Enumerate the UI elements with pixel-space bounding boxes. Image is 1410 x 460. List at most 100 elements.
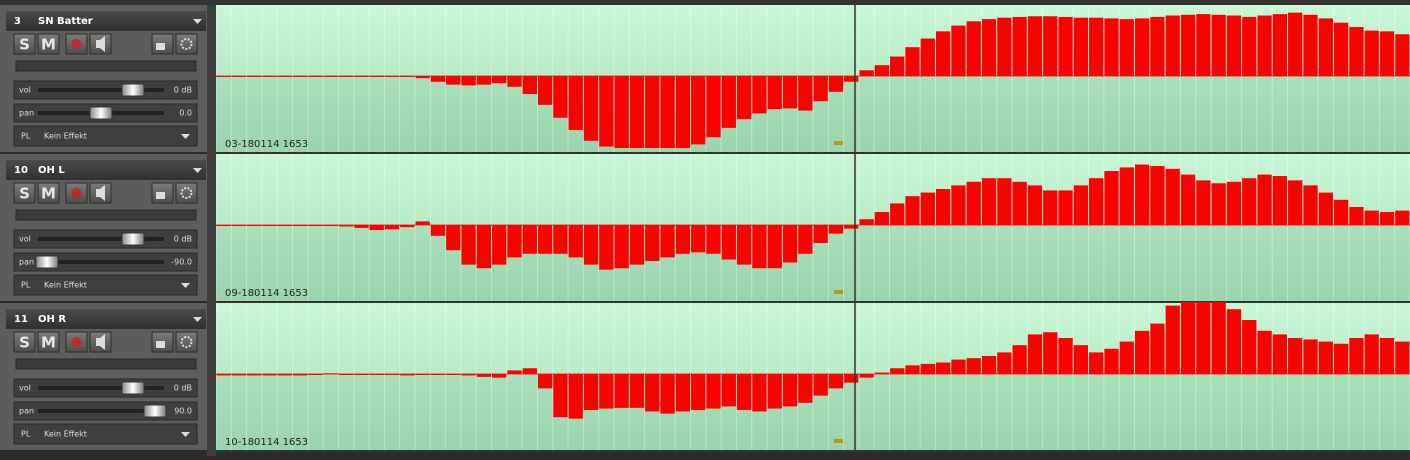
freeze-button[interactable] bbox=[175, 33, 198, 55]
mute-button[interactable] bbox=[37, 33, 60, 55]
waveform-bar bbox=[568, 76, 583, 130]
pan-slider[interactable] bbox=[143, 404, 167, 418]
waveform-bar bbox=[1333, 199, 1349, 225]
waveform-bar bbox=[997, 352, 1012, 374]
waveform-bar bbox=[966, 181, 981, 225]
lane-border bbox=[216, 450, 1410, 452]
lock-icon bbox=[156, 43, 165, 50]
waveform-bar bbox=[507, 225, 522, 258]
solo-button[interactable] bbox=[13, 33, 36, 55]
vol-slider[interactable] bbox=[121, 83, 145, 97]
waveform-bar bbox=[1364, 334, 1379, 374]
waveform-bar bbox=[400, 76, 415, 77]
effect-select[interactable]: Kein Effekt bbox=[44, 132, 87, 141]
waveform-bar bbox=[614, 374, 629, 408]
waveform-bar bbox=[599, 225, 614, 270]
waveform-bar bbox=[920, 363, 935, 374]
waveform-bar bbox=[1272, 334, 1288, 374]
waveform-bar bbox=[1257, 330, 1272, 374]
waveform-bar bbox=[1349, 27, 1364, 76]
waveform-bar bbox=[522, 368, 537, 374]
waveform-bar bbox=[1364, 30, 1379, 76]
vol-slider[interactable] bbox=[121, 232, 145, 246]
mute-button[interactable] bbox=[37, 182, 60, 204]
pan-slider[interactable] bbox=[35, 255, 59, 269]
waveform-bar bbox=[905, 196, 920, 225]
waveform-bar bbox=[782, 76, 798, 109]
effect-select[interactable]: Kein Effekt bbox=[44, 430, 87, 439]
record-dot bbox=[71, 337, 82, 347]
waveform-bar bbox=[813, 225, 828, 243]
waveform-bar bbox=[1134, 164, 1150, 225]
vol-track bbox=[38, 88, 164, 92]
clip-handle bbox=[834, 290, 843, 294]
freeze-button[interactable] bbox=[175, 182, 198, 204]
waveform-bar bbox=[1196, 14, 1211, 76]
waveform-bar bbox=[1272, 14, 1288, 76]
waveform-bar bbox=[675, 225, 691, 254]
freeze-icon bbox=[180, 336, 193, 348]
waveform-bar bbox=[1104, 18, 1119, 76]
waveform-bar bbox=[767, 225, 782, 269]
waveform-bar bbox=[583, 374, 599, 410]
waveform-bar bbox=[1058, 190, 1073, 225]
lane-bottom bbox=[216, 225, 1410, 301]
solo-button-label: S bbox=[19, 36, 30, 54]
waveform-bar bbox=[675, 76, 691, 148]
waveform-bar bbox=[369, 374, 384, 375]
waveform-bar bbox=[859, 219, 874, 225]
lane-bottom bbox=[216, 76, 1410, 152]
waveform-bar bbox=[997, 17, 1012, 76]
waveform-bar bbox=[461, 225, 476, 265]
effect-select[interactable]: Kein Effekt bbox=[44, 281, 87, 290]
vol-value: 0 dB bbox=[174, 235, 192, 244]
waveform-bar bbox=[721, 225, 736, 260]
waveform-bar bbox=[935, 189, 951, 225]
waveform-bar bbox=[721, 76, 736, 128]
clip-label: 09-180114 1653 bbox=[225, 288, 308, 299]
waveform-bar bbox=[798, 374, 813, 403]
freeze-button[interactable] bbox=[175, 331, 198, 353]
waveform-bar bbox=[415, 374, 430, 375]
waveform-bar bbox=[981, 19, 997, 76]
waveform-bar bbox=[736, 374, 752, 410]
waveform-bar bbox=[568, 225, 583, 258]
solo-button-label: S bbox=[19, 185, 30, 203]
waveform-bar bbox=[1058, 16, 1073, 76]
waveform-bar bbox=[752, 225, 767, 269]
solo-button[interactable] bbox=[13, 331, 36, 353]
solo-button[interactable] bbox=[13, 182, 36, 204]
waveform-bar bbox=[1257, 15, 1272, 76]
waveform-bar bbox=[1211, 14, 1226, 77]
waveform-bar bbox=[430, 76, 446, 82]
waveform-bar bbox=[1333, 343, 1349, 374]
vol-value: 0 dB bbox=[174, 384, 192, 393]
waveform-bar bbox=[1150, 323, 1165, 374]
waveform-bar bbox=[874, 372, 890, 374]
waveform-bar bbox=[1104, 171, 1119, 225]
waveform-bar bbox=[1379, 212, 1395, 225]
waveform-bar bbox=[1119, 167, 1134, 225]
waveform-bar bbox=[798, 225, 813, 254]
waveform-bar bbox=[1242, 320, 1257, 374]
waveform-bar bbox=[1165, 15, 1180, 76]
mute-button[interactable] bbox=[37, 331, 60, 353]
waveform-bar bbox=[262, 76, 277, 77]
track-menu-arrow bbox=[193, 168, 202, 173]
waveform-bar bbox=[476, 76, 492, 85]
waveform-bar bbox=[1012, 345, 1027, 374]
pan-track bbox=[38, 409, 164, 413]
waveform-bar bbox=[1196, 302, 1211, 374]
waveform-bar bbox=[231, 374, 247, 376]
waveform-bar bbox=[844, 225, 859, 229]
top-border bbox=[0, 0, 1410, 5]
waveform-bar bbox=[522, 76, 537, 94]
solo-button-label: S bbox=[19, 334, 30, 352]
vol-slider[interactable] bbox=[121, 381, 145, 395]
waveform-bar bbox=[446, 76, 461, 85]
waveform-bar bbox=[354, 374, 369, 375]
waveform-bar bbox=[1288, 180, 1303, 225]
pan-slider[interactable] bbox=[89, 106, 113, 120]
